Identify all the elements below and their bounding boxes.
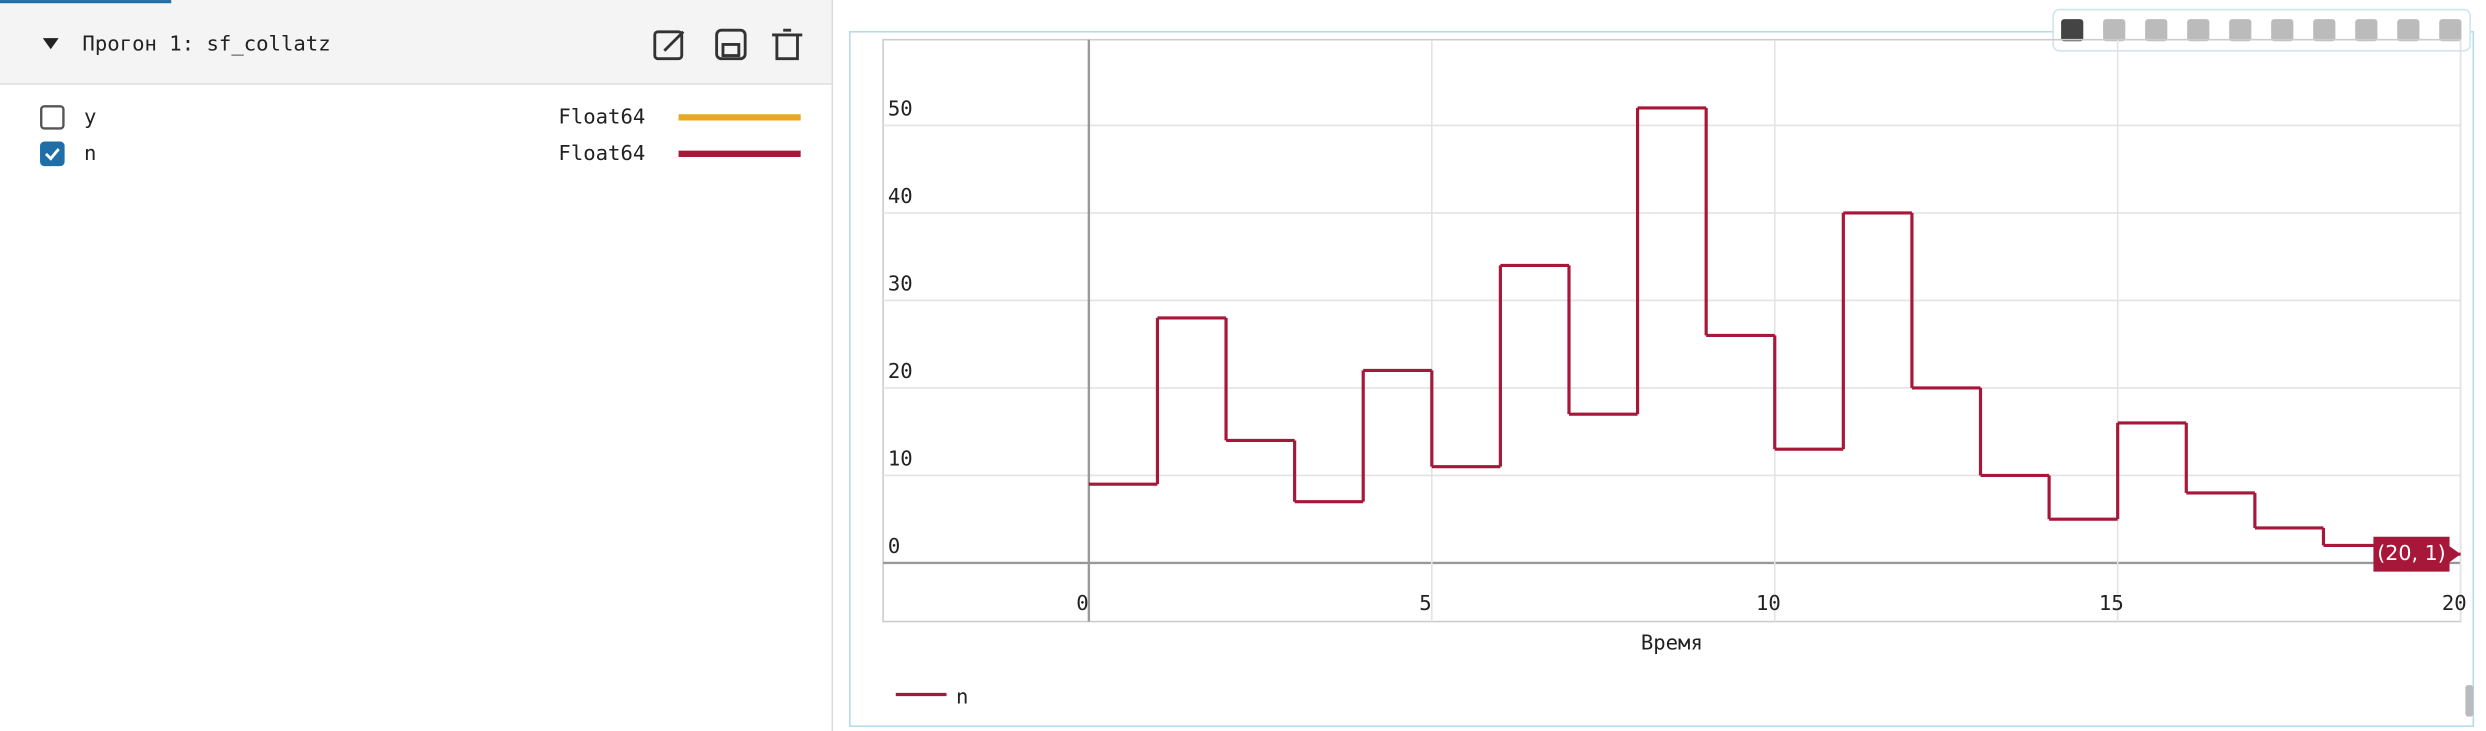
header-icons xyxy=(653,28,803,61)
toolbar-button[interactable] xyxy=(2061,19,2084,42)
toolbar-button[interactable] xyxy=(2145,19,2168,42)
plot-area: 0 10 20 30 40 50 0 5 10 15 20 Время n (20, 1) xyxy=(883,39,2467,709)
x-tick-label: 0 xyxy=(1076,591,1088,615)
y-tick-label: 40 xyxy=(888,184,913,208)
x-axis-label: Время xyxy=(1641,631,1703,655)
y-tick-label: 10 xyxy=(888,447,913,471)
panel-header xyxy=(0,0,833,85)
variable-type: Float64 xyxy=(558,104,645,128)
y-tick-label: 50 xyxy=(888,97,913,121)
tooltip-text: (20, 1) xyxy=(2377,541,2446,565)
checkbox[interactable] xyxy=(40,105,65,130)
y-tick-label: 20 xyxy=(888,359,913,383)
legend-label: n xyxy=(956,685,968,709)
toolbar-button[interactable] xyxy=(2271,19,2294,42)
x-tick-label: 15 xyxy=(2099,591,2124,615)
plot-frame xyxy=(882,38,2462,623)
toolbar-button[interactable] xyxy=(2439,19,2462,42)
toolbar-button[interactable] xyxy=(2313,19,2336,42)
tooltip-box xyxy=(2373,536,2461,572)
run-title: Прогон 1: sf_collatz xyxy=(82,31,330,55)
toolbar-button[interactable] xyxy=(2187,19,2210,42)
x-tick-label: 10 xyxy=(1756,591,1781,615)
delete-icon[interactable] xyxy=(772,28,803,61)
variable-type: Float64 xyxy=(558,141,645,165)
y-tick-label: 30 xyxy=(888,272,913,296)
x-tick-label: 5 xyxy=(1419,591,1431,615)
variable-name: n xyxy=(84,141,96,165)
toolbar-button[interactable] xyxy=(2397,19,2420,42)
plot-container xyxy=(849,30,2475,727)
toolbar-icons xyxy=(2061,19,2462,42)
y-tick-label: 0 xyxy=(888,534,900,558)
variable-name: y xyxy=(84,104,96,128)
toolbar-button[interactable] xyxy=(2103,19,2126,42)
edit-icon[interactable] xyxy=(653,30,685,61)
toolbar-button[interactable] xyxy=(2229,19,2252,42)
x-tick-label: 20 xyxy=(2442,591,2467,615)
scrollbar xyxy=(2465,684,2474,717)
collapse-toggle[interactable] xyxy=(42,38,59,50)
tab-indicator xyxy=(0,0,172,4)
checkbox[interactable] xyxy=(40,141,65,167)
save-icon[interactable] xyxy=(715,28,747,61)
toolbar-button[interactable] xyxy=(2355,19,2378,42)
checkmark xyxy=(44,148,60,161)
